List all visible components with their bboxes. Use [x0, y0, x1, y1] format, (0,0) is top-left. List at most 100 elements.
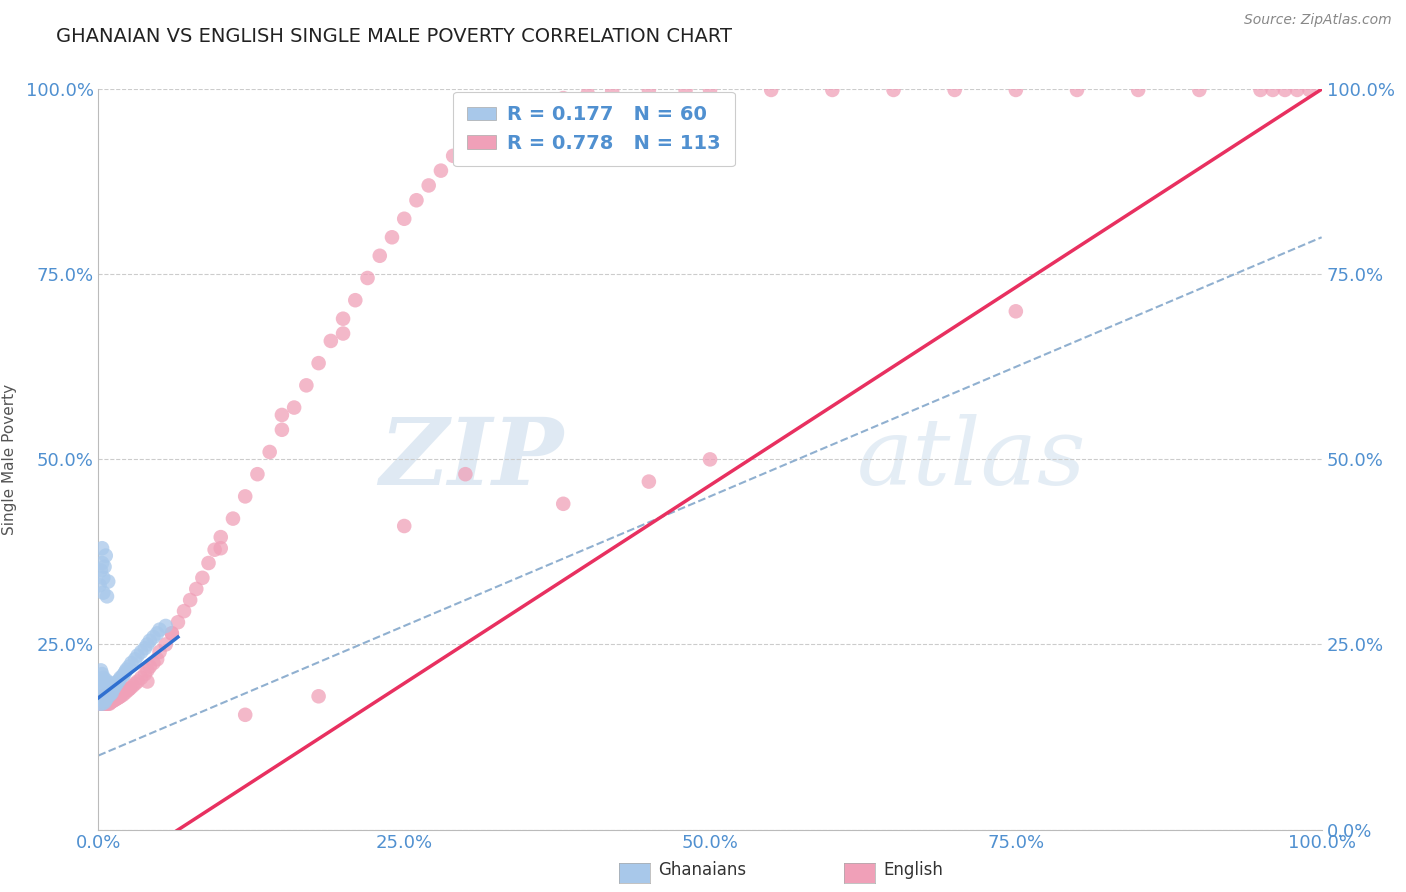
Point	[136, 664, 159, 678]
Point	[90, 693, 112, 707]
Legend: R = 0.177   N = 60, R = 0.778   N = 113: R = 0.177 N = 60, R = 0.778 N = 113	[453, 92, 735, 167]
Text: atlas: atlas	[856, 415, 1087, 504]
Point	[94, 693, 117, 707]
Point	[1286, 83, 1309, 97]
Point	[821, 83, 844, 97]
Point	[1298, 83, 1320, 97]
Point	[104, 692, 127, 706]
Point	[93, 695, 115, 709]
Point	[127, 674, 149, 689]
Point	[142, 630, 165, 644]
Point	[96, 697, 118, 711]
Point	[118, 681, 141, 696]
Point	[107, 674, 129, 689]
Point	[308, 690, 330, 704]
Point	[114, 685, 136, 699]
Point	[91, 681, 114, 696]
Point	[146, 652, 169, 666]
Point	[332, 311, 354, 326]
Point	[91, 690, 114, 704]
Point	[149, 623, 172, 637]
Point	[93, 695, 115, 709]
Point	[129, 645, 152, 659]
Point	[155, 619, 177, 633]
Point	[90, 685, 112, 699]
Point	[319, 334, 342, 348]
Point	[418, 178, 440, 193]
Point	[97, 690, 120, 704]
Point	[96, 693, 118, 707]
Point	[179, 593, 201, 607]
Point	[112, 667, 135, 681]
Point	[117, 683, 139, 698]
Point	[167, 615, 190, 630]
Point	[93, 559, 115, 574]
Point	[94, 683, 117, 698]
Point	[89, 697, 111, 711]
Point	[270, 423, 294, 437]
Point	[118, 659, 141, 673]
Point	[136, 637, 159, 651]
Point	[89, 674, 111, 689]
Point	[146, 626, 169, 640]
Y-axis label: Single Male Poverty: Single Male Poverty	[3, 384, 17, 535]
Point	[101, 694, 124, 708]
Point	[90, 564, 112, 578]
Point	[115, 663, 138, 677]
Point	[120, 656, 142, 670]
Point	[553, 497, 575, 511]
Text: Source: ZipAtlas.com: Source: ZipAtlas.com	[1244, 13, 1392, 28]
Point	[392, 519, 416, 533]
Point	[100, 690, 122, 705]
Point	[209, 530, 232, 544]
Point	[943, 83, 966, 97]
Point	[699, 452, 721, 467]
Point	[204, 542, 226, 557]
Point	[1261, 83, 1284, 97]
Point	[90, 697, 112, 711]
Point	[454, 467, 477, 482]
Point	[368, 249, 391, 263]
Point	[96, 681, 118, 695]
Point	[100, 687, 122, 701]
Point	[1188, 83, 1211, 97]
Point	[98, 697, 121, 711]
Point	[91, 671, 114, 685]
Point	[91, 690, 114, 705]
Point	[454, 134, 477, 148]
Point	[136, 674, 159, 689]
Point	[441, 149, 464, 163]
Point	[101, 685, 124, 699]
Point	[295, 378, 318, 392]
Point	[93, 674, 115, 689]
Point	[91, 541, 114, 556]
Point	[246, 467, 269, 482]
Point	[197, 556, 219, 570]
Point	[93, 697, 115, 711]
Point	[93, 690, 115, 705]
Point	[160, 626, 183, 640]
Point	[98, 676, 121, 690]
Point	[637, 83, 661, 97]
Point	[100, 695, 122, 709]
Point	[96, 690, 118, 705]
Point	[98, 688, 121, 702]
Point	[381, 230, 404, 244]
Point	[173, 604, 195, 618]
Point	[270, 408, 294, 422]
Point	[637, 475, 661, 489]
Point	[108, 690, 131, 704]
Point	[600, 84, 623, 98]
Point	[105, 676, 128, 690]
Point	[883, 83, 905, 97]
Point	[91, 667, 114, 681]
Point	[91, 678, 114, 692]
Point	[98, 693, 121, 707]
Point	[94, 673, 117, 687]
Point	[108, 673, 131, 687]
Point	[97, 697, 120, 711]
Point	[91, 694, 114, 708]
Point	[478, 119, 501, 133]
Point	[91, 695, 114, 709]
Point	[101, 681, 124, 696]
